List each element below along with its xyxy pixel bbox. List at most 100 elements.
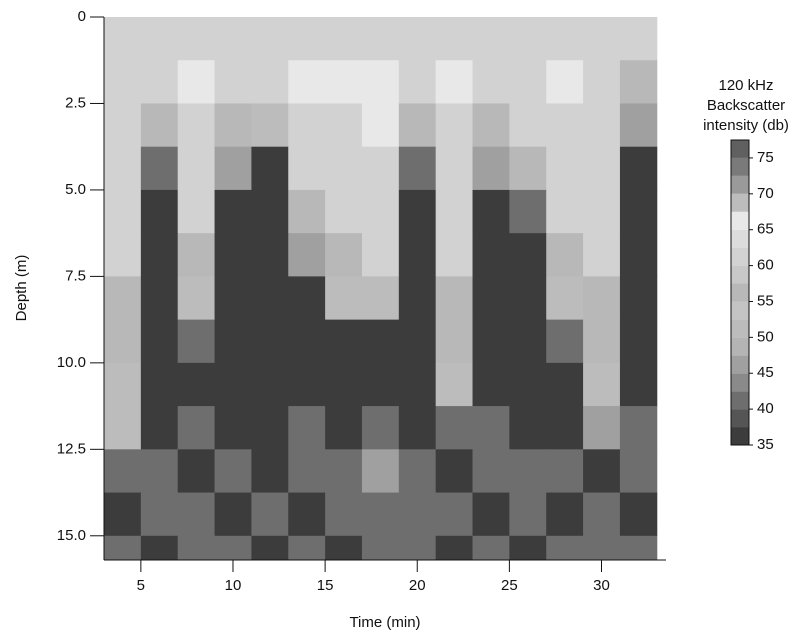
heatmap-cell bbox=[288, 406, 326, 450]
heatmap-cell bbox=[104, 535, 142, 560]
colorbar-band bbox=[731, 373, 749, 392]
colorbar-tick-label: 35 bbox=[757, 436, 774, 453]
heatmap-cell bbox=[472, 449, 510, 494]
heatmap-cell bbox=[583, 146, 621, 191]
heatmap-cell bbox=[104, 60, 142, 104]
heatmap-cell bbox=[177, 319, 216, 364]
heatmap-cell bbox=[583, 319, 621, 364]
heatmap-cell bbox=[546, 492, 584, 537]
heatmap-cell bbox=[140, 492, 179, 537]
heatmap-cell bbox=[251, 60, 289, 104]
colorbar-tick-label: 40 bbox=[757, 400, 774, 417]
heatmap-cell bbox=[251, 535, 289, 560]
heatmap-cell bbox=[140, 146, 179, 191]
heatmap-cell bbox=[288, 319, 326, 364]
heatmap-cell bbox=[509, 319, 547, 364]
heatmap-cell bbox=[177, 189, 216, 234]
colorbar-tick-label: 45 bbox=[757, 364, 774, 381]
x-tick-label: 10 bbox=[225, 577, 242, 594]
heatmap-cell bbox=[288, 189, 326, 234]
heatmap-cell bbox=[435, 233, 474, 277]
colorbar-frame bbox=[730, 139, 750, 446]
heatmap-cell bbox=[288, 535, 326, 560]
heatmap-cell bbox=[509, 17, 547, 61]
heatmap-cell bbox=[140, 103, 179, 148]
heatmap-cell bbox=[583, 276, 621, 321]
colorbar-title: Backscatter bbox=[707, 97, 785, 114]
y-tick-label: 7.5 bbox=[65, 267, 86, 284]
heatmap-cell bbox=[472, 319, 510, 364]
heatmap-cell bbox=[583, 189, 621, 234]
heatmap-cell bbox=[361, 492, 400, 537]
heatmap-cell bbox=[361, 362, 400, 407]
colorbar-tick-label: 75 bbox=[757, 149, 774, 166]
heatmap-cell bbox=[435, 449, 474, 494]
heatmap-cell bbox=[546, 103, 584, 148]
y-tick-label: 0 bbox=[78, 8, 86, 25]
heatmap-cell bbox=[177, 406, 216, 450]
heatmap-cell bbox=[361, 146, 400, 191]
x-tick-label: 15 bbox=[317, 577, 334, 594]
heatmap-cell bbox=[140, 535, 179, 560]
heatmap-cell bbox=[546, 146, 584, 191]
heatmap-cell bbox=[435, 362, 474, 407]
heatmap-cell bbox=[325, 535, 363, 560]
colorbar-band bbox=[731, 427, 749, 445]
heatmap-cell bbox=[214, 535, 252, 560]
heatmap-cell bbox=[509, 449, 547, 494]
heatmap-cell bbox=[104, 146, 142, 191]
heatmap-cell bbox=[398, 233, 437, 277]
heatmap-cell bbox=[361, 276, 400, 321]
colorbar-band bbox=[731, 283, 749, 302]
heatmap-cell bbox=[325, 233, 363, 277]
heatmap-cell bbox=[398, 146, 437, 191]
heatmap-cell bbox=[325, 406, 363, 450]
heatmap-cell bbox=[546, 319, 584, 364]
heatmap-cell bbox=[583, 60, 621, 104]
heatmap-cell bbox=[435, 492, 474, 537]
heatmap-cell bbox=[619, 146, 658, 191]
heatmap-cell bbox=[177, 17, 216, 61]
heatmap-cell bbox=[214, 449, 252, 494]
colorbar-band bbox=[731, 265, 749, 284]
heatmap-cell bbox=[472, 492, 510, 537]
heatmap-cell bbox=[509, 535, 547, 560]
colorbar-band bbox=[731, 193, 749, 212]
heatmap-cell bbox=[325, 60, 363, 104]
heatmap-cell bbox=[361, 60, 400, 104]
heatmap-cell bbox=[398, 60, 437, 104]
heatmap-cell bbox=[177, 535, 216, 560]
heatmap-cell bbox=[140, 319, 179, 364]
heatmap-cell bbox=[619, 406, 658, 450]
x-tick-label: 20 bbox=[409, 577, 426, 594]
heatmap-cell bbox=[251, 189, 289, 234]
heatmap-cell bbox=[398, 319, 437, 364]
heatmap-cell bbox=[546, 449, 584, 494]
heatmap-cell bbox=[177, 60, 216, 104]
heatmap-cell bbox=[583, 449, 621, 494]
heatmap-cell bbox=[361, 189, 400, 234]
heatmap-cell bbox=[214, 362, 252, 407]
heatmap-cell bbox=[619, 319, 658, 364]
heatmap-cell bbox=[435, 103, 474, 148]
heatmap-cell bbox=[288, 362, 326, 407]
colorbar-band bbox=[731, 355, 749, 374]
heatmap-cell bbox=[325, 17, 363, 61]
heatmap-cell bbox=[546, 233, 584, 277]
heatmap-cell bbox=[177, 233, 216, 277]
heatmap-cell bbox=[288, 449, 326, 494]
heatmap-cell bbox=[251, 406, 289, 450]
heatmap-cell bbox=[361, 233, 400, 277]
heatmap-cell bbox=[140, 276, 179, 321]
heatmap-cell bbox=[140, 362, 179, 407]
heatmap-cell bbox=[288, 492, 326, 537]
x-tick-label: 30 bbox=[593, 577, 610, 594]
colorbar-band bbox=[731, 157, 749, 176]
heatmap-cell bbox=[325, 146, 363, 191]
colorbar-tick-label: 50 bbox=[757, 328, 774, 345]
heatmap-cell bbox=[583, 103, 621, 148]
heatmap-cell bbox=[509, 276, 547, 321]
heatmap-cell bbox=[361, 319, 400, 364]
heatmap-cell bbox=[140, 17, 179, 61]
